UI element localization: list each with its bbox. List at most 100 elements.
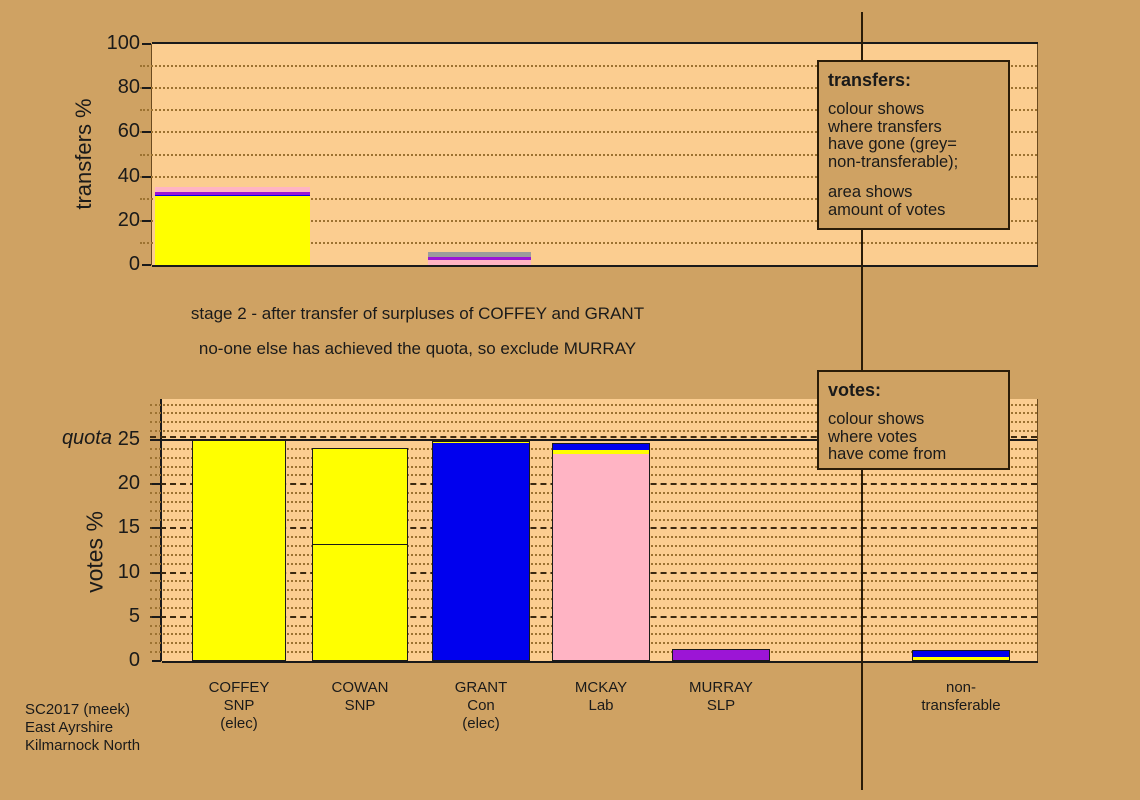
vote-bar-murray bbox=[672, 648, 770, 661]
bar-segment bbox=[913, 651, 1009, 657]
bar-segment bbox=[553, 444, 649, 450]
transfers-legend-heading: transfers: bbox=[828, 70, 912, 90]
candidate-label-line: COWAN bbox=[331, 679, 389, 696]
gridline-major bbox=[150, 436, 1037, 438]
candidate-label-mckay: MCKAY Lab bbox=[521, 679, 681, 715]
bar-segment bbox=[428, 259, 531, 265]
gridline-minor bbox=[140, 153, 1037, 156]
gridline-minor bbox=[140, 241, 1037, 244]
tick-mark bbox=[152, 660, 161, 662]
votes-legend-body: colour shows where votes have come from bbox=[828, 410, 947, 463]
candidate-label-line: MCKAY bbox=[574, 679, 628, 696]
bar-segment bbox=[193, 441, 285, 660]
candidate-label-line: Con bbox=[467, 697, 495, 714]
candidate-label-line: Lab bbox=[588, 697, 614, 714]
gridline-minor bbox=[150, 403, 1037, 406]
votes-x-axis-line bbox=[162, 661, 1038, 663]
candidate-label-line: SNP bbox=[223, 697, 255, 714]
bar-segment bbox=[155, 187, 310, 192]
tick-label: 100 bbox=[106, 32, 140, 54]
tick-label: 20 bbox=[117, 208, 140, 231]
tick-label: 10 bbox=[117, 560, 140, 583]
transfers-plot-right-border bbox=[1037, 44, 1038, 265]
candidate-label-cowan: COWAN SNP bbox=[280, 679, 440, 715]
candidate-label-line: GRANT bbox=[454, 679, 508, 696]
transfer-bar-coffey bbox=[155, 187, 310, 265]
candidate-label-murray: MURRAY SLP bbox=[641, 679, 801, 715]
transfers-legend-box: transfers: colour shows where transfers … bbox=[817, 60, 1010, 230]
tick-mark bbox=[152, 483, 161, 486]
transfers-legend-body2: area shows amount of votes bbox=[828, 183, 946, 219]
tick-mark bbox=[142, 219, 151, 222]
vote-bar-cowan bbox=[312, 447, 408, 661]
candidate-label-line: COFFEY bbox=[208, 679, 270, 696]
gridline-minor bbox=[140, 175, 1037, 178]
transfer-bar-grant bbox=[428, 251, 531, 265]
tick-label: 20 bbox=[117, 472, 140, 495]
tick-label: 25 bbox=[117, 428, 140, 450]
vote-bar-coffey bbox=[192, 440, 286, 661]
tick-label: 40 bbox=[117, 164, 140, 187]
votes-plot-right-border bbox=[1037, 399, 1038, 661]
tick-label: 0 bbox=[128, 649, 140, 671]
votes-legend-box: votes: colour shows where votes have com… bbox=[817, 370, 1010, 470]
source-caption: SC2017 (meek) East Ayrshire Kilmarnock N… bbox=[25, 701, 140, 755]
bar-segment bbox=[553, 454, 649, 660]
gridline-minor bbox=[150, 412, 1037, 415]
source-caption-line3: Kilmarnock North bbox=[25, 737, 141, 754]
tick-mark bbox=[142, 131, 151, 134]
gridline-minor bbox=[140, 131, 1037, 134]
gridline-minor bbox=[140, 65, 1037, 68]
tick-mark bbox=[152, 571, 161, 574]
vote-bar-grant bbox=[432, 441, 530, 661]
bar-segment bbox=[553, 449, 649, 455]
candidate-label-line: SLP bbox=[706, 697, 736, 714]
tick-mark bbox=[152, 615, 161, 618]
bar-segment bbox=[433, 442, 529, 444]
candidate-label-line: (elec) bbox=[220, 715, 258, 732]
gridline-minor bbox=[140, 109, 1037, 112]
candidate-label-coffey: COFFEY SNP (elec) bbox=[159, 679, 319, 733]
candidate-label-grant: GRANT Con (elec) bbox=[401, 679, 561, 733]
source-caption-line2: East Ayrshire bbox=[25, 719, 114, 736]
tick-label: 5 bbox=[128, 604, 140, 627]
quota-label: quota bbox=[61, 427, 112, 449]
source-caption-line1: SC2017 (meek) bbox=[25, 701, 131, 718]
votes-y-axis-line bbox=[160, 399, 162, 661]
gridline-minor bbox=[140, 197, 1037, 200]
tick-mark bbox=[142, 175, 151, 178]
tick-label: 15 bbox=[117, 516, 140, 539]
vote-bar-nontransferable bbox=[912, 650, 1010, 661]
tick-mark bbox=[152, 439, 161, 441]
gridline-minor bbox=[150, 421, 1037, 424]
bar-divider-line bbox=[313, 543, 407, 546]
transfers-legend-body1: colour shows where transfers have gone (… bbox=[828, 100, 959, 171]
transfers-x-axis-line bbox=[152, 265, 1038, 267]
tick-label: 0 bbox=[128, 253, 140, 275]
transfers-axis-label: transfers % bbox=[71, 98, 96, 210]
transfers-plot-top-border bbox=[152, 42, 1038, 44]
bar-segment bbox=[313, 448, 407, 660]
tick-mark bbox=[142, 43, 151, 45]
tick-mark bbox=[142, 264, 151, 266]
bar-segment bbox=[673, 649, 769, 660]
stage-title-line1: stage 2 - after transfer of surpluses of… bbox=[190, 304, 645, 323]
tick-label: 60 bbox=[117, 120, 140, 143]
candidate-label-line: SNP bbox=[344, 697, 376, 714]
quota-line bbox=[150, 439, 1037, 441]
gridline-minor bbox=[150, 430, 1037, 433]
tick-mark bbox=[142, 87, 151, 90]
tick-mark bbox=[152, 527, 161, 530]
gridline-minor bbox=[140, 87, 1037, 90]
bar-segment bbox=[428, 251, 531, 258]
tick-label: 80 bbox=[117, 76, 140, 99]
bar-segment bbox=[155, 191, 310, 196]
candidate-label-line: transferable bbox=[921, 697, 1001, 714]
candidate-label-non: non-transferable bbox=[881, 679, 1041, 715]
stage-title-line2: no-one else has achieved the quota, so e… bbox=[198, 339, 637, 358]
bar-segment bbox=[428, 257, 531, 260]
bar-segment bbox=[433, 443, 529, 660]
candidate-label-line: (elec) bbox=[462, 715, 500, 732]
bar-segment bbox=[913, 656, 1009, 660]
